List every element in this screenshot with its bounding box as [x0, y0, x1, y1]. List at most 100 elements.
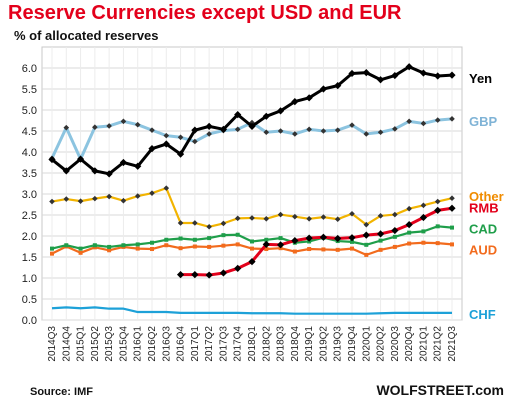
series-label-yen: Yen — [469, 71, 492, 86]
data-point-yen — [305, 94, 313, 102]
data-point-cad — [121, 243, 126, 248]
data-point-cad — [450, 225, 454, 230]
data-point-other — [192, 220, 198, 226]
data-point-cad — [92, 243, 97, 248]
data-point-yen — [291, 98, 299, 106]
data-point-gbp — [349, 122, 355, 128]
x-tick-label: 2019Q3 — [333, 326, 344, 362]
data-point-yen — [362, 69, 370, 77]
data-point-yen — [205, 122, 213, 130]
data-point-yen — [248, 122, 256, 130]
data-point-yen — [391, 71, 399, 80]
data-point-gbp — [263, 129, 270, 136]
data-point-rmb — [362, 231, 370, 239]
data-point-aud — [407, 241, 412, 246]
data-point-aud — [421, 240, 426, 245]
data-point-cad — [64, 243, 69, 248]
data-point-other — [377, 213, 384, 219]
data-point-gbp — [149, 127, 155, 133]
data-point-other — [63, 196, 70, 202]
data-point-cad — [192, 237, 197, 242]
x-tick-label: 2016Q1 — [133, 326, 144, 362]
data-point-gbp — [334, 127, 341, 133]
data-point-yen — [162, 140, 170, 148]
data-point-gbp — [134, 121, 141, 128]
data-point-aud — [107, 248, 112, 253]
data-point-other — [220, 220, 227, 227]
data-point-other — [92, 195, 98, 202]
x-tick-label: 2017Q2 — [204, 326, 215, 362]
data-point-aud — [50, 251, 54, 256]
y-tick-label: 4.5 — [22, 126, 37, 138]
x-tick-label: 2019Q4 — [347, 326, 358, 362]
x-tick-label: 2015Q1 — [76, 326, 87, 362]
data-point-other — [392, 211, 398, 218]
data-point-cad — [207, 236, 212, 241]
x-tick-label: 2020Q4 — [404, 326, 415, 362]
data-point-aud — [92, 245, 97, 250]
data-point-gbp — [392, 126, 398, 132]
y-axis-ticks: 0.0 0.5 1.0 1.5 2.0 2.5 3.0 3.5 4.0 4.5 5.0 5.5 6.0 — [22, 63, 37, 327]
data-point-rmb — [276, 241, 285, 249]
data-point-cad — [78, 246, 83, 251]
data-point-other — [163, 185, 170, 191]
data-point-aud — [135, 246, 140, 251]
data-point-other — [234, 215, 241, 222]
data-point-aud — [250, 246, 254, 251]
x-tick-label: 2020Q1 — [361, 326, 372, 362]
data-point-yen — [234, 111, 242, 119]
data-point-yen — [76, 155, 85, 163]
x-tick-label: 2020Q2 — [376, 326, 387, 362]
data-point-rmb — [348, 234, 356, 242]
data-point-cad — [107, 244, 112, 249]
data-point-gbp — [177, 134, 184, 141]
series-labels: CHF AUD CAD Other GBP RMB Yen — [469, 71, 504, 322]
y-tick-label: 2.0 — [22, 231, 37, 243]
data-point-other — [363, 221, 370, 228]
data-point-cad — [164, 237, 169, 242]
data-point-gbp — [106, 123, 112, 129]
data-point-yen — [434, 72, 442, 80]
data-point-gbp — [277, 128, 284, 134]
data-point-cad — [378, 238, 383, 243]
data-point-aud — [392, 244, 397, 249]
data-point-yen — [91, 167, 99, 175]
x-tick-label: 2020Q3 — [390, 326, 401, 362]
data-point-rmb — [319, 233, 328, 241]
data-point-other — [349, 210, 355, 217]
data-point-aud — [221, 243, 226, 248]
data-point-rmb — [305, 234, 313, 242]
x-tick-label: 2015Q3 — [104, 326, 115, 362]
data-point-yen — [348, 69, 356, 78]
x-tick-label: 2014Q3 — [47, 326, 58, 362]
data-point-rmb — [419, 213, 428, 222]
data-point-cad — [350, 239, 354, 244]
data-point-gbp — [306, 126, 312, 133]
data-point-cad — [435, 224, 440, 229]
data-point-gbp — [434, 117, 441, 123]
data-point-other — [292, 213, 298, 220]
data-point-aud — [307, 247, 312, 252]
data-point-rmb — [176, 271, 185, 279]
data-point-gbp — [63, 124, 70, 131]
data-point-other — [320, 214, 327, 220]
y-axis-title: % of allocated reserves — [14, 28, 159, 43]
data-point-aud — [435, 241, 440, 246]
x-tick-label: 2021Q3 — [447, 326, 458, 362]
data-point-yen — [148, 145, 156, 153]
chart-title: Reserve Currencies except USD and EUR — [8, 2, 402, 24]
data-point-cad — [135, 242, 140, 247]
data-point-yen — [262, 112, 270, 120]
series-label-rmb: RMB — [469, 200, 499, 215]
data-point-rmb — [405, 221, 413, 229]
y-tick-label: 3.0 — [22, 189, 37, 201]
data-point-gbp — [406, 118, 412, 125]
data-point-other — [134, 193, 141, 199]
data-point-other — [177, 220, 184, 226]
data-point-gbp — [292, 131, 298, 137]
data-point-cad — [250, 239, 254, 244]
data-point-yen — [376, 76, 385, 84]
data-point-other — [106, 193, 112, 200]
data-point-other — [449, 195, 455, 201]
